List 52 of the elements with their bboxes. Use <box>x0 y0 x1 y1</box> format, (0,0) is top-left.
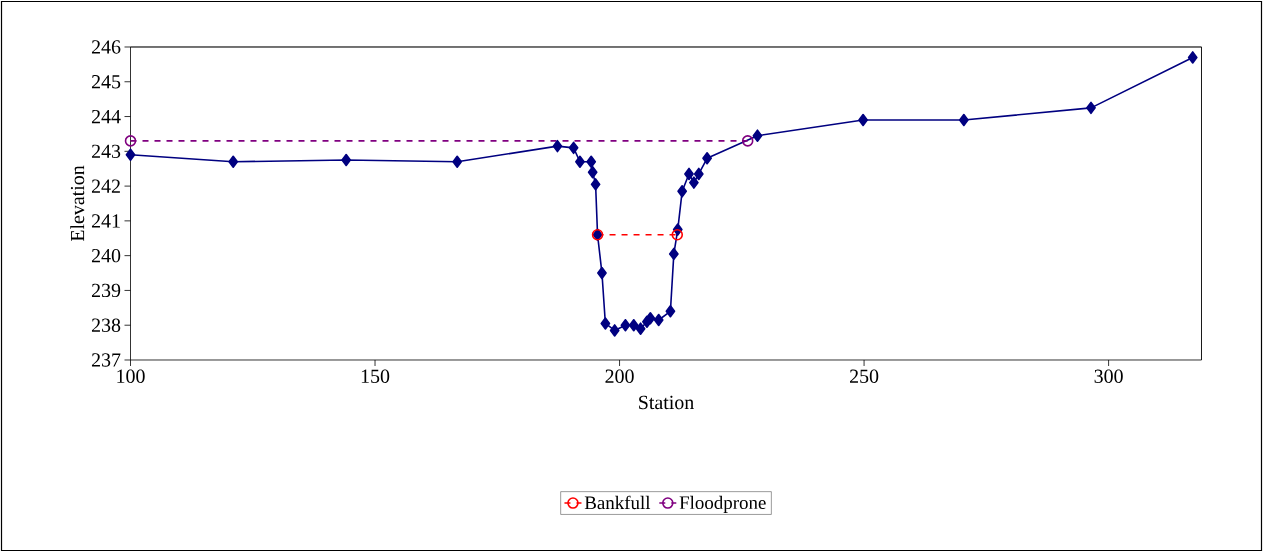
point <box>600 317 611 330</box>
point <box>452 155 463 169</box>
y-tick-label: 238 <box>91 318 121 332</box>
point <box>586 155 597 169</box>
point <box>628 318 639 332</box>
y-tick-label: 237 <box>91 353 121 367</box>
point <box>752 129 763 142</box>
x-axis-title: Station <box>639 395 694 410</box>
y-tick-label: 239 <box>91 283 121 298</box>
y-tick-label: 242 <box>91 179 120 193</box>
point <box>958 113 969 127</box>
point <box>688 176 699 189</box>
point <box>693 167 704 181</box>
point <box>575 155 585 169</box>
y-tick-label: 243 <box>91 144 121 159</box>
point <box>635 322 646 335</box>
x-tick-label: 250 <box>850 369 879 383</box>
point <box>568 141 579 155</box>
y-tick-label: 241 <box>91 214 120 228</box>
y-tick-label: 246 <box>91 40 121 54</box>
point <box>552 139 563 153</box>
point <box>228 155 239 169</box>
point <box>125 148 136 162</box>
point <box>590 178 601 191</box>
point <box>858 113 869 127</box>
point <box>653 313 664 327</box>
point <box>609 324 620 337</box>
y-tick-label: 240 <box>91 248 121 263</box>
x-tick-label: 150 <box>361 369 390 383</box>
x-tick-label: 100 <box>117 369 145 383</box>
point <box>671 229 684 241</box>
point <box>1086 101 1096 115</box>
x-tick-label: 200 <box>605 369 634 383</box>
x-tick-label: 300 <box>1094 369 1123 383</box>
point <box>124 135 137 147</box>
y-tick-label: 244 <box>91 109 121 124</box>
point <box>665 305 676 318</box>
point <box>677 185 688 198</box>
y-tick-label: 245 <box>91 75 121 89</box>
point <box>597 266 607 280</box>
point <box>1187 51 1198 64</box>
point <box>668 247 679 261</box>
point <box>587 165 598 179</box>
legend-label: Floodprone <box>679 495 766 513</box>
point <box>620 318 631 332</box>
point <box>645 311 656 325</box>
y-axis-title: Elevation <box>70 165 85 242</box>
legend-label: Bankfull <box>584 495 651 510</box>
point <box>702 152 712 165</box>
point <box>341 153 352 167</box>
point <box>741 135 754 147</box>
point <box>684 167 694 181</box>
